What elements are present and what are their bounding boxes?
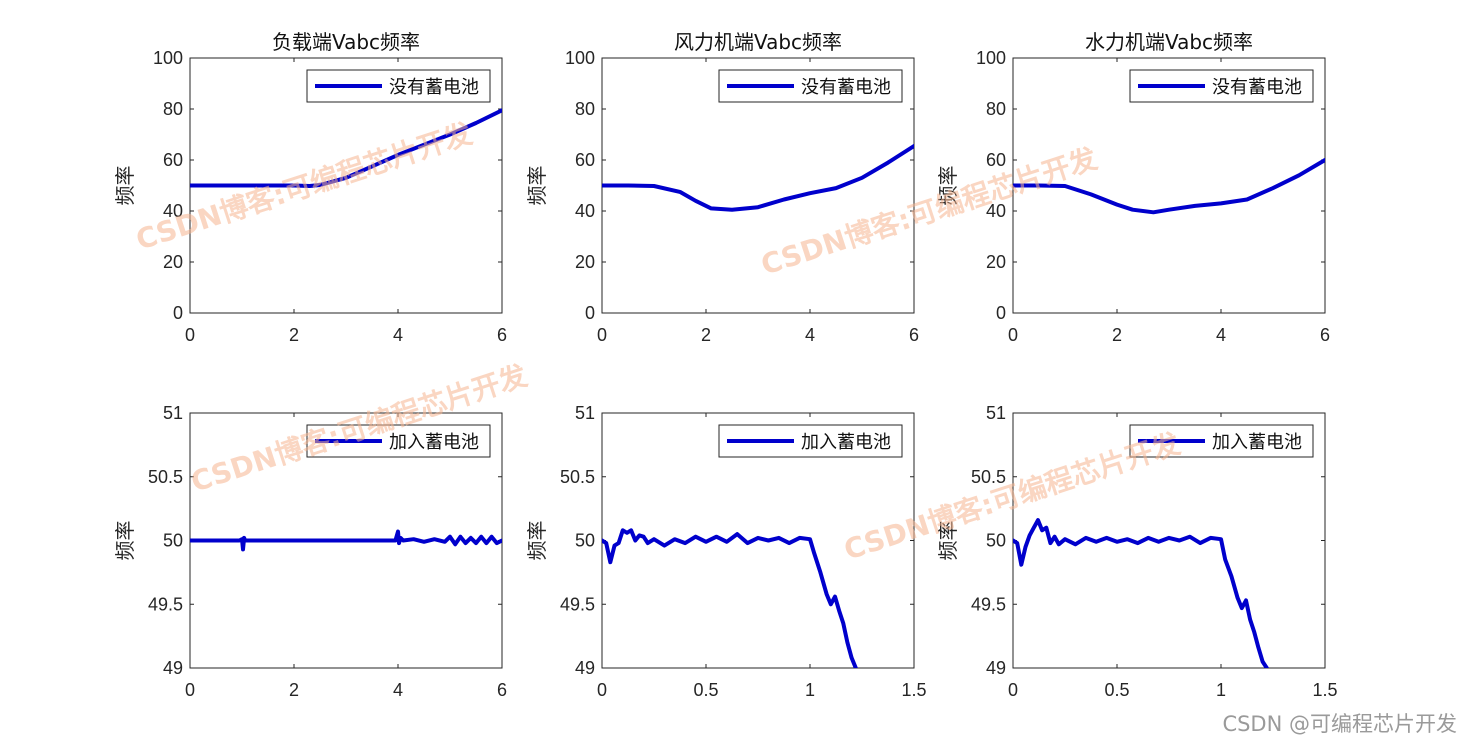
y-tick-label: 50 (986, 531, 1006, 551)
x-tick-label: 0.5 (693, 680, 718, 700)
y-tick-label: 49.5 (560, 594, 595, 614)
y-tick-label: 60 (163, 150, 183, 170)
y-tick-label: 51 (163, 403, 183, 423)
subplot-6: 0 0.5 1 1.5 49 49.5 50 50.5 51 频率 加入蓄电池 (936, 403, 1338, 700)
y-tick-label: 49.5 (971, 594, 1006, 614)
y-tick-label: 0 (585, 303, 595, 323)
legend-label: 加入蓄电池 (1212, 432, 1302, 453)
x-tick-label: 0 (1008, 325, 1018, 345)
legend: 加入蓄电池 (306, 424, 491, 458)
y-tick-label: 80 (163, 99, 183, 119)
x-tick-label: 0 (1008, 680, 1018, 700)
legend: 没有蓄电池 (718, 69, 903, 103)
y-tick-label: 20 (575, 252, 595, 272)
y-axis-label: 频率 (525, 166, 549, 206)
y-tick-label: 80 (986, 99, 1006, 119)
x-tick-label: 1 (805, 680, 815, 700)
y-tick-label: 49 (163, 658, 183, 678)
legend: 没有蓄电池 (306, 69, 491, 103)
subplot-title: 负载端Vabc频率 (272, 30, 420, 54)
y-tick-label: 20 (986, 252, 1006, 272)
y-axis-label: 频率 (936, 521, 960, 561)
y-tick-label: 50 (575, 531, 595, 551)
y-tick-label: 49 (575, 658, 595, 678)
series-line (1013, 158, 1325, 215)
x-tick-label: 2 (289, 325, 299, 345)
legend-label: 没有蓄电池 (389, 77, 479, 98)
legend: 加入蓄电池 (1129, 424, 1314, 458)
x-tick-label: 4 (805, 325, 815, 345)
x-tick-label: 6 (1320, 325, 1330, 345)
subplot-title: 风力机端Vabc频率 (674, 30, 842, 54)
legend-label: 加入蓄电池 (389, 432, 479, 453)
y-tick-label: 100 (565, 48, 595, 68)
x-tick-label: 2 (701, 325, 711, 345)
y-axis-label: 频率 (525, 521, 549, 561)
series-line (1013, 518, 1269, 668)
y-axis-label: 频率 (113, 521, 137, 561)
x-tick-label: 6 (497, 325, 507, 345)
series-line (190, 529, 502, 552)
x-tick-label: 0 (597, 325, 607, 345)
x-tick-label: 2 (1112, 325, 1122, 345)
series-line (602, 528, 858, 668)
x-tick-label: 0 (597, 680, 607, 700)
x-tick-label: 0 (185, 325, 195, 345)
y-tick-label: 50.5 (971, 467, 1006, 487)
y-tick-label: 80 (575, 99, 595, 119)
y-tick-label: 100 (153, 48, 183, 68)
y-tick-label: 40 (986, 201, 1006, 221)
y-tick-label: 20 (163, 252, 183, 272)
y-tick-label: 0 (996, 303, 1006, 323)
y-tick-label: 49 (986, 658, 1006, 678)
series-line (190, 108, 502, 188)
x-tick-label: 6 (909, 325, 919, 345)
legend-label: 没有蓄电池 (1212, 77, 1302, 98)
y-tick-label: 51 (575, 403, 595, 423)
legend: 加入蓄电池 (718, 424, 903, 458)
x-tick-label: 4 (393, 325, 403, 345)
y-tick-label: 51 (986, 403, 1006, 423)
x-tick-label: 0.5 (1104, 680, 1129, 700)
y-tick-label: 60 (986, 150, 1006, 170)
y-tick-label: 50.5 (148, 467, 183, 487)
x-tick-label: 4 (1216, 325, 1226, 345)
subplot-title: 水力机端Vabc频率 (1085, 30, 1253, 54)
x-tick-label: 1.5 (1312, 680, 1337, 700)
y-tick-label: 40 (163, 201, 183, 221)
y-tick-label: 100 (976, 48, 1006, 68)
x-tick-label: 6 (497, 680, 507, 700)
y-tick-label: 50.5 (560, 467, 595, 487)
y-tick-label: 60 (575, 150, 595, 170)
x-tick-label: 1 (1216, 680, 1226, 700)
x-tick-label: 0 (185, 680, 195, 700)
legend-label: 加入蓄电池 (801, 432, 891, 453)
footer-watermark: CSDN @可编程芯片开发 (1222, 712, 1457, 736)
legend-label: 没有蓄电池 (801, 77, 891, 98)
legend: 没有蓄电池 (1129, 69, 1314, 103)
subplot-4: 0 2 4 6 49 49.5 50 50.5 51 频率 加入蓄电池 (113, 403, 507, 700)
y-tick-label: 40 (575, 201, 595, 221)
x-tick-label: 4 (393, 680, 403, 700)
y-tick-label: 50 (163, 531, 183, 551)
y-axis-label: 频率 (936, 166, 960, 206)
subplot-5: 0 0.5 1 1.5 49 49.5 50 50.5 51 频率 加入蓄电池 (525, 403, 927, 700)
x-tick-label: 1.5 (901, 680, 926, 700)
y-tick-label: 0 (173, 303, 183, 323)
y-tick-label: 49.5 (148, 594, 183, 614)
series-line (602, 144, 914, 212)
y-axis-label: 频率 (113, 166, 137, 206)
x-tick-label: 2 (289, 680, 299, 700)
